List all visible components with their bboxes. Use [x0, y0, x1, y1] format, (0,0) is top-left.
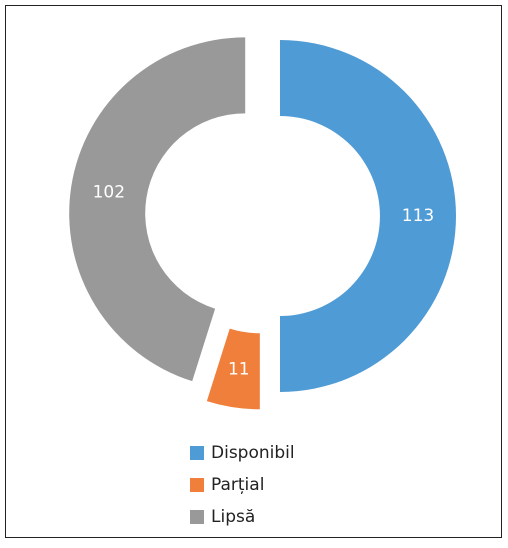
legend-label: Disponibil: [211, 443, 295, 463]
legend-swatch: [190, 478, 204, 492]
legend-label: Parțial: [211, 475, 264, 495]
value-label: 102: [93, 182, 125, 202]
legend-label: Lipsă: [211, 507, 255, 527]
value-label: 11: [228, 360, 250, 380]
donut-slice: [280, 40, 456, 392]
value-label: 113: [402, 206, 434, 226]
legend-swatch: [190, 510, 204, 524]
donut-slice: [206, 328, 260, 410]
donut-slice: [69, 37, 246, 382]
legend-swatch: [190, 446, 204, 460]
